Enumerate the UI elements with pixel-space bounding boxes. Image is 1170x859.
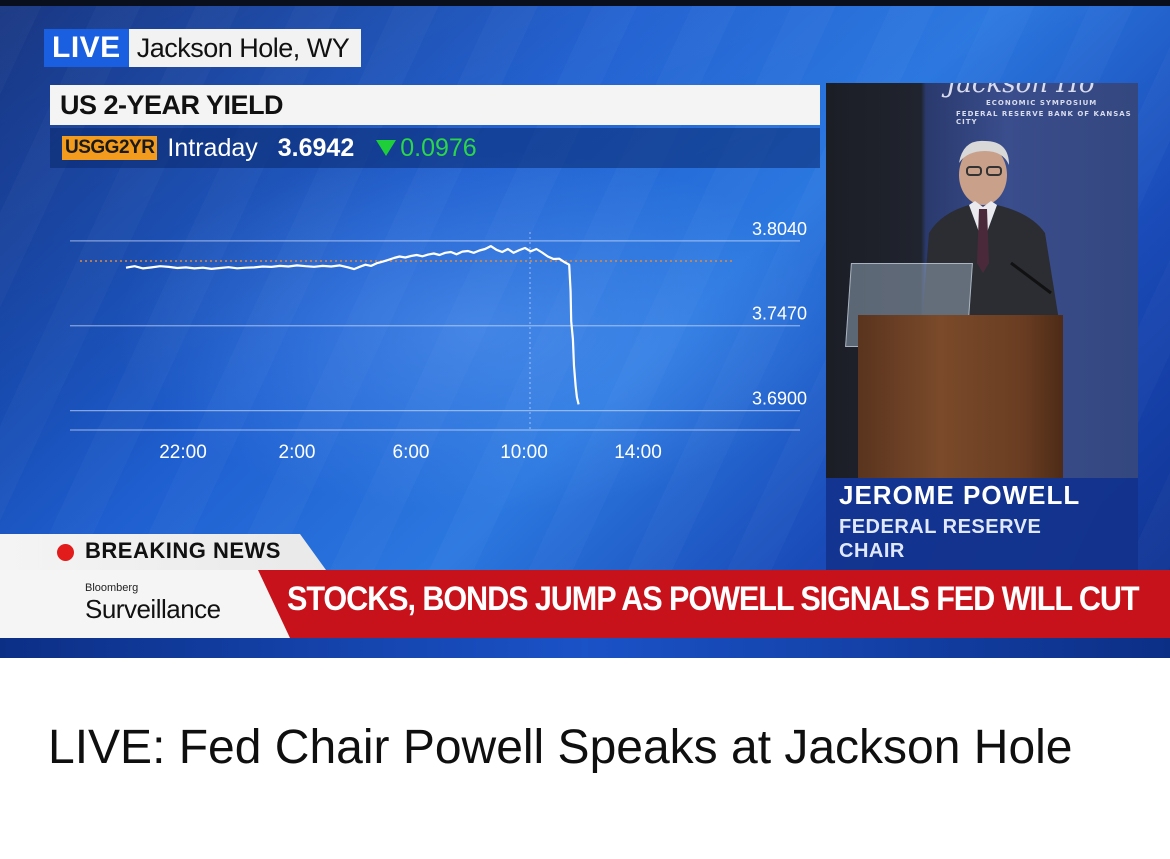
- brand-top-label: Bloomberg: [85, 582, 139, 594]
- speaker-video: Jackson Ho ECONOMIC SYMPOSIUM FEDERAL RE…: [826, 83, 1138, 478]
- breaking-news-tab: BREAKING NEWS: [0, 534, 326, 570]
- x-tick-label: 14:00: [614, 442, 662, 463]
- change-value: 0.0976: [400, 133, 477, 162]
- quote-row: USGG2YR Intraday 3.6942 0.0976: [50, 128, 820, 168]
- breaking-news-label: BREAKING NEWS: [85, 538, 281, 563]
- yield-chart: 3.8040 3.7470 3.6900 22:00 2:00 6:00 10:00 14:0…: [70, 219, 807, 463]
- x-tick-label: 6:00: [393, 442, 430, 463]
- x-tick-label: 10:00: [500, 442, 548, 463]
- backdrop-line-1: ECONOMIC SYMPOSIUM: [986, 99, 1098, 107]
- y-tick-label: 3.7470: [752, 304, 807, 324]
- y-tick-label: 3.6900: [752, 389, 807, 409]
- headline-text: STOCKS, BONDS JUMP AS POWELL SIGNALS FED…: [287, 580, 1140, 618]
- top-border: [0, 0, 1170, 6]
- chart-title: US 2-YEAR YIELD: [50, 85, 820, 125]
- x-tick-label: 22:00: [159, 442, 207, 463]
- speaker-nameplate: JEROME POWELL FEDERAL RESERVE CHAIR: [826, 478, 1138, 572]
- series-line-0: [125, 245, 580, 405]
- speaker-name: JEROME POWELL: [839, 480, 1081, 510]
- video-player[interactable]: LIVE Jackson Hole, WY US 2-YEAR YIELD US…: [0, 0, 1170, 658]
- timeframe-label: Intraday: [167, 133, 258, 162]
- breaking-dot-icon: [57, 544, 74, 561]
- down-triangle-icon: [376, 140, 397, 156]
- podium: [858, 315, 1063, 478]
- live-label: LIVE: [44, 29, 129, 67]
- backdrop-line-2: FEDERAL RESERVE BANK OF KANSAS CITY: [956, 110, 1132, 126]
- location-label: Jackson Hole, WY: [128, 29, 362, 67]
- speaker-title-line-1: FEDERAL RESERVE: [839, 516, 1042, 538]
- live-location-tag: LIVE Jackson Hole, WY: [44, 29, 362, 67]
- bottom-strip: [0, 638, 1170, 658]
- speaker-figure: [921, 140, 1061, 333]
- speaker-title-line-2: CHAIR: [839, 540, 905, 562]
- backdrop-script: Jackson Ho: [946, 83, 1095, 99]
- y-tick-label: 3.8040: [752, 219, 807, 239]
- show-brand: Bloomberg Surveillance: [0, 570, 290, 638]
- brand-name: Surveillance: [85, 594, 221, 624]
- x-tick-label: 2:00: [279, 442, 316, 463]
- video-title[interactable]: LIVE: Fed Chair Powell Speaks at Jackson…: [48, 721, 1073, 774]
- symposium-backdrop-logo: Jackson Ho ECONOMIC SYMPOSIUM FEDERAL RE…: [926, 83, 1138, 223]
- price-value: 3.6942: [277, 133, 355, 162]
- ticker-symbol: USGG2YR: [62, 136, 158, 160]
